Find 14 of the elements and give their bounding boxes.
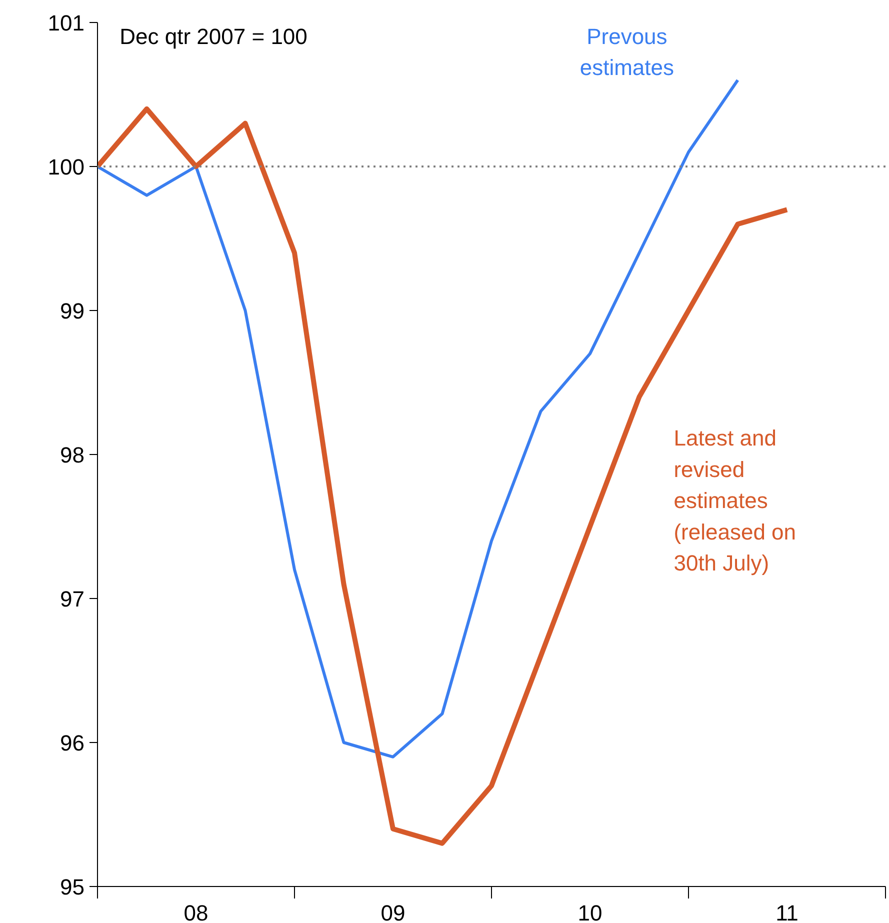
x-tick-label: 08 [184, 900, 208, 923]
series-label: Latest and revised estimates (released on 30th July) [674, 426, 796, 576]
y-tick-label: 96 [60, 730, 85, 756]
x-tick-label: 10 [578, 900, 602, 923]
y-tick-label: 95 [60, 874, 85, 900]
y-tick-label: 100 [48, 154, 85, 180]
text: Prevous estimates [580, 24, 674, 80]
y-tick-label: 101 [48, 10, 85, 36]
y-tick-label: 98 [60, 442, 85, 468]
y-tick-label: 99 [60, 298, 85, 324]
x-tick-label: 11 [776, 900, 798, 923]
x-tick-label: 09 [380, 900, 406, 923]
y-tick-label: 97 [60, 586, 85, 612]
annotation: Dec qtr 2007 = 100 [120, 24, 308, 49]
